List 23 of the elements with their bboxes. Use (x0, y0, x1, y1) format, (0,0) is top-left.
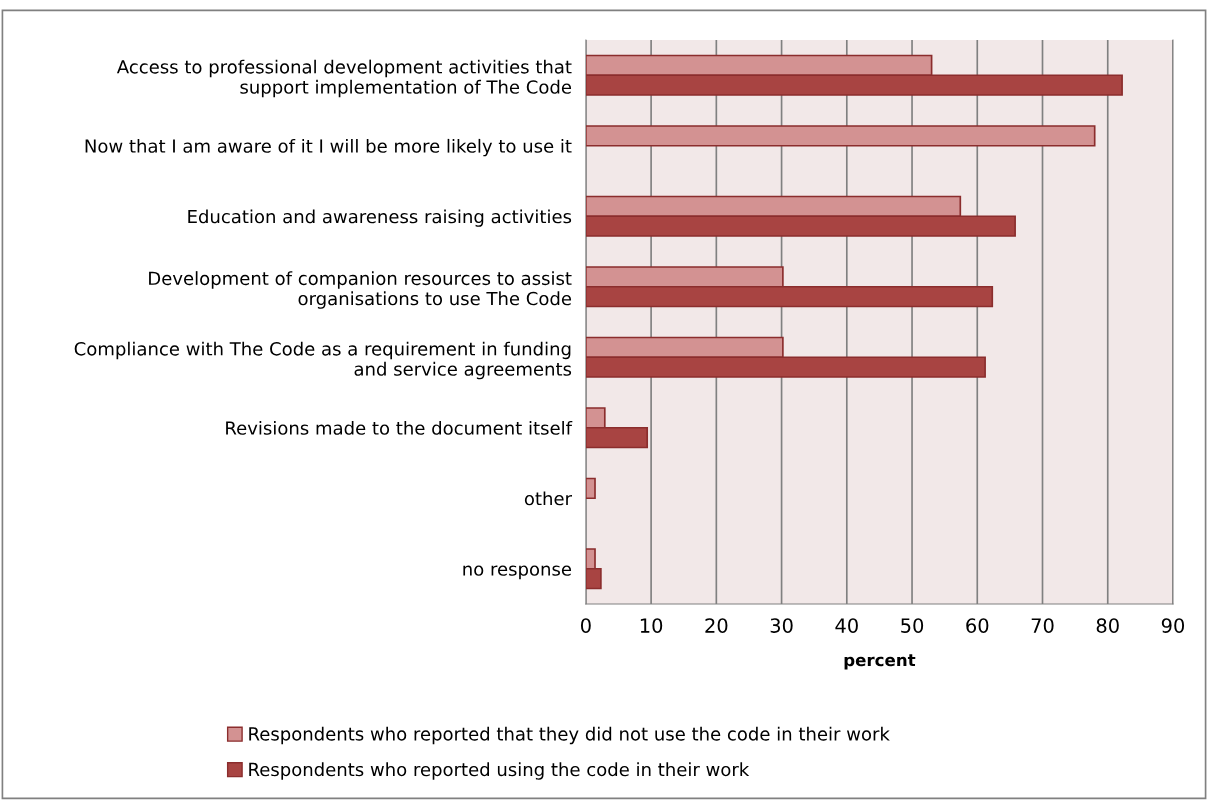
y-tick-label: Access to professional development activities that support implementation of The Code (116, 59, 572, 98)
y-tick-label: Development of companion resources to assist organisations to use The Code (149, 271, 572, 309)
y-tick-label: Education and awareness raising activities (188, 209, 572, 227)
y-tick-label: other (524, 491, 572, 506)
x-tick-label: 70 (1031, 618, 1054, 633)
x-tick-label: 50 (901, 618, 924, 633)
x-tick-label: 60 (966, 618, 989, 633)
y-tick-label: Revisions made to the document itself (226, 420, 573, 435)
legend-label: Respondents who reported that they did not use the code in their work (249, 726, 890, 745)
x-tick-label: 0 (580, 618, 591, 633)
bar (585, 477, 596, 500)
x-tick-label: 30 (770, 618, 793, 633)
x-axis-title: percent (844, 654, 916, 670)
x-tick-label: 90 (1161, 618, 1185, 633)
y-tick-label: Compliance with The Code as a requirement in funding and service agreements (74, 341, 572, 380)
bar (585, 125, 1096, 147)
x-tick-label: 10 (640, 618, 663, 633)
x-tick-label: 80 (1096, 618, 1119, 633)
legend-label: Respondents who reported using the code in their work (249, 762, 750, 780)
x-tick-label: 20 (705, 618, 728, 633)
y-tick-label: no response (463, 565, 572, 580)
x-tick-label: 40 (835, 618, 858, 633)
y-tick-label: Now that I am aware of it I will be more likely to use it (85, 138, 572, 157)
